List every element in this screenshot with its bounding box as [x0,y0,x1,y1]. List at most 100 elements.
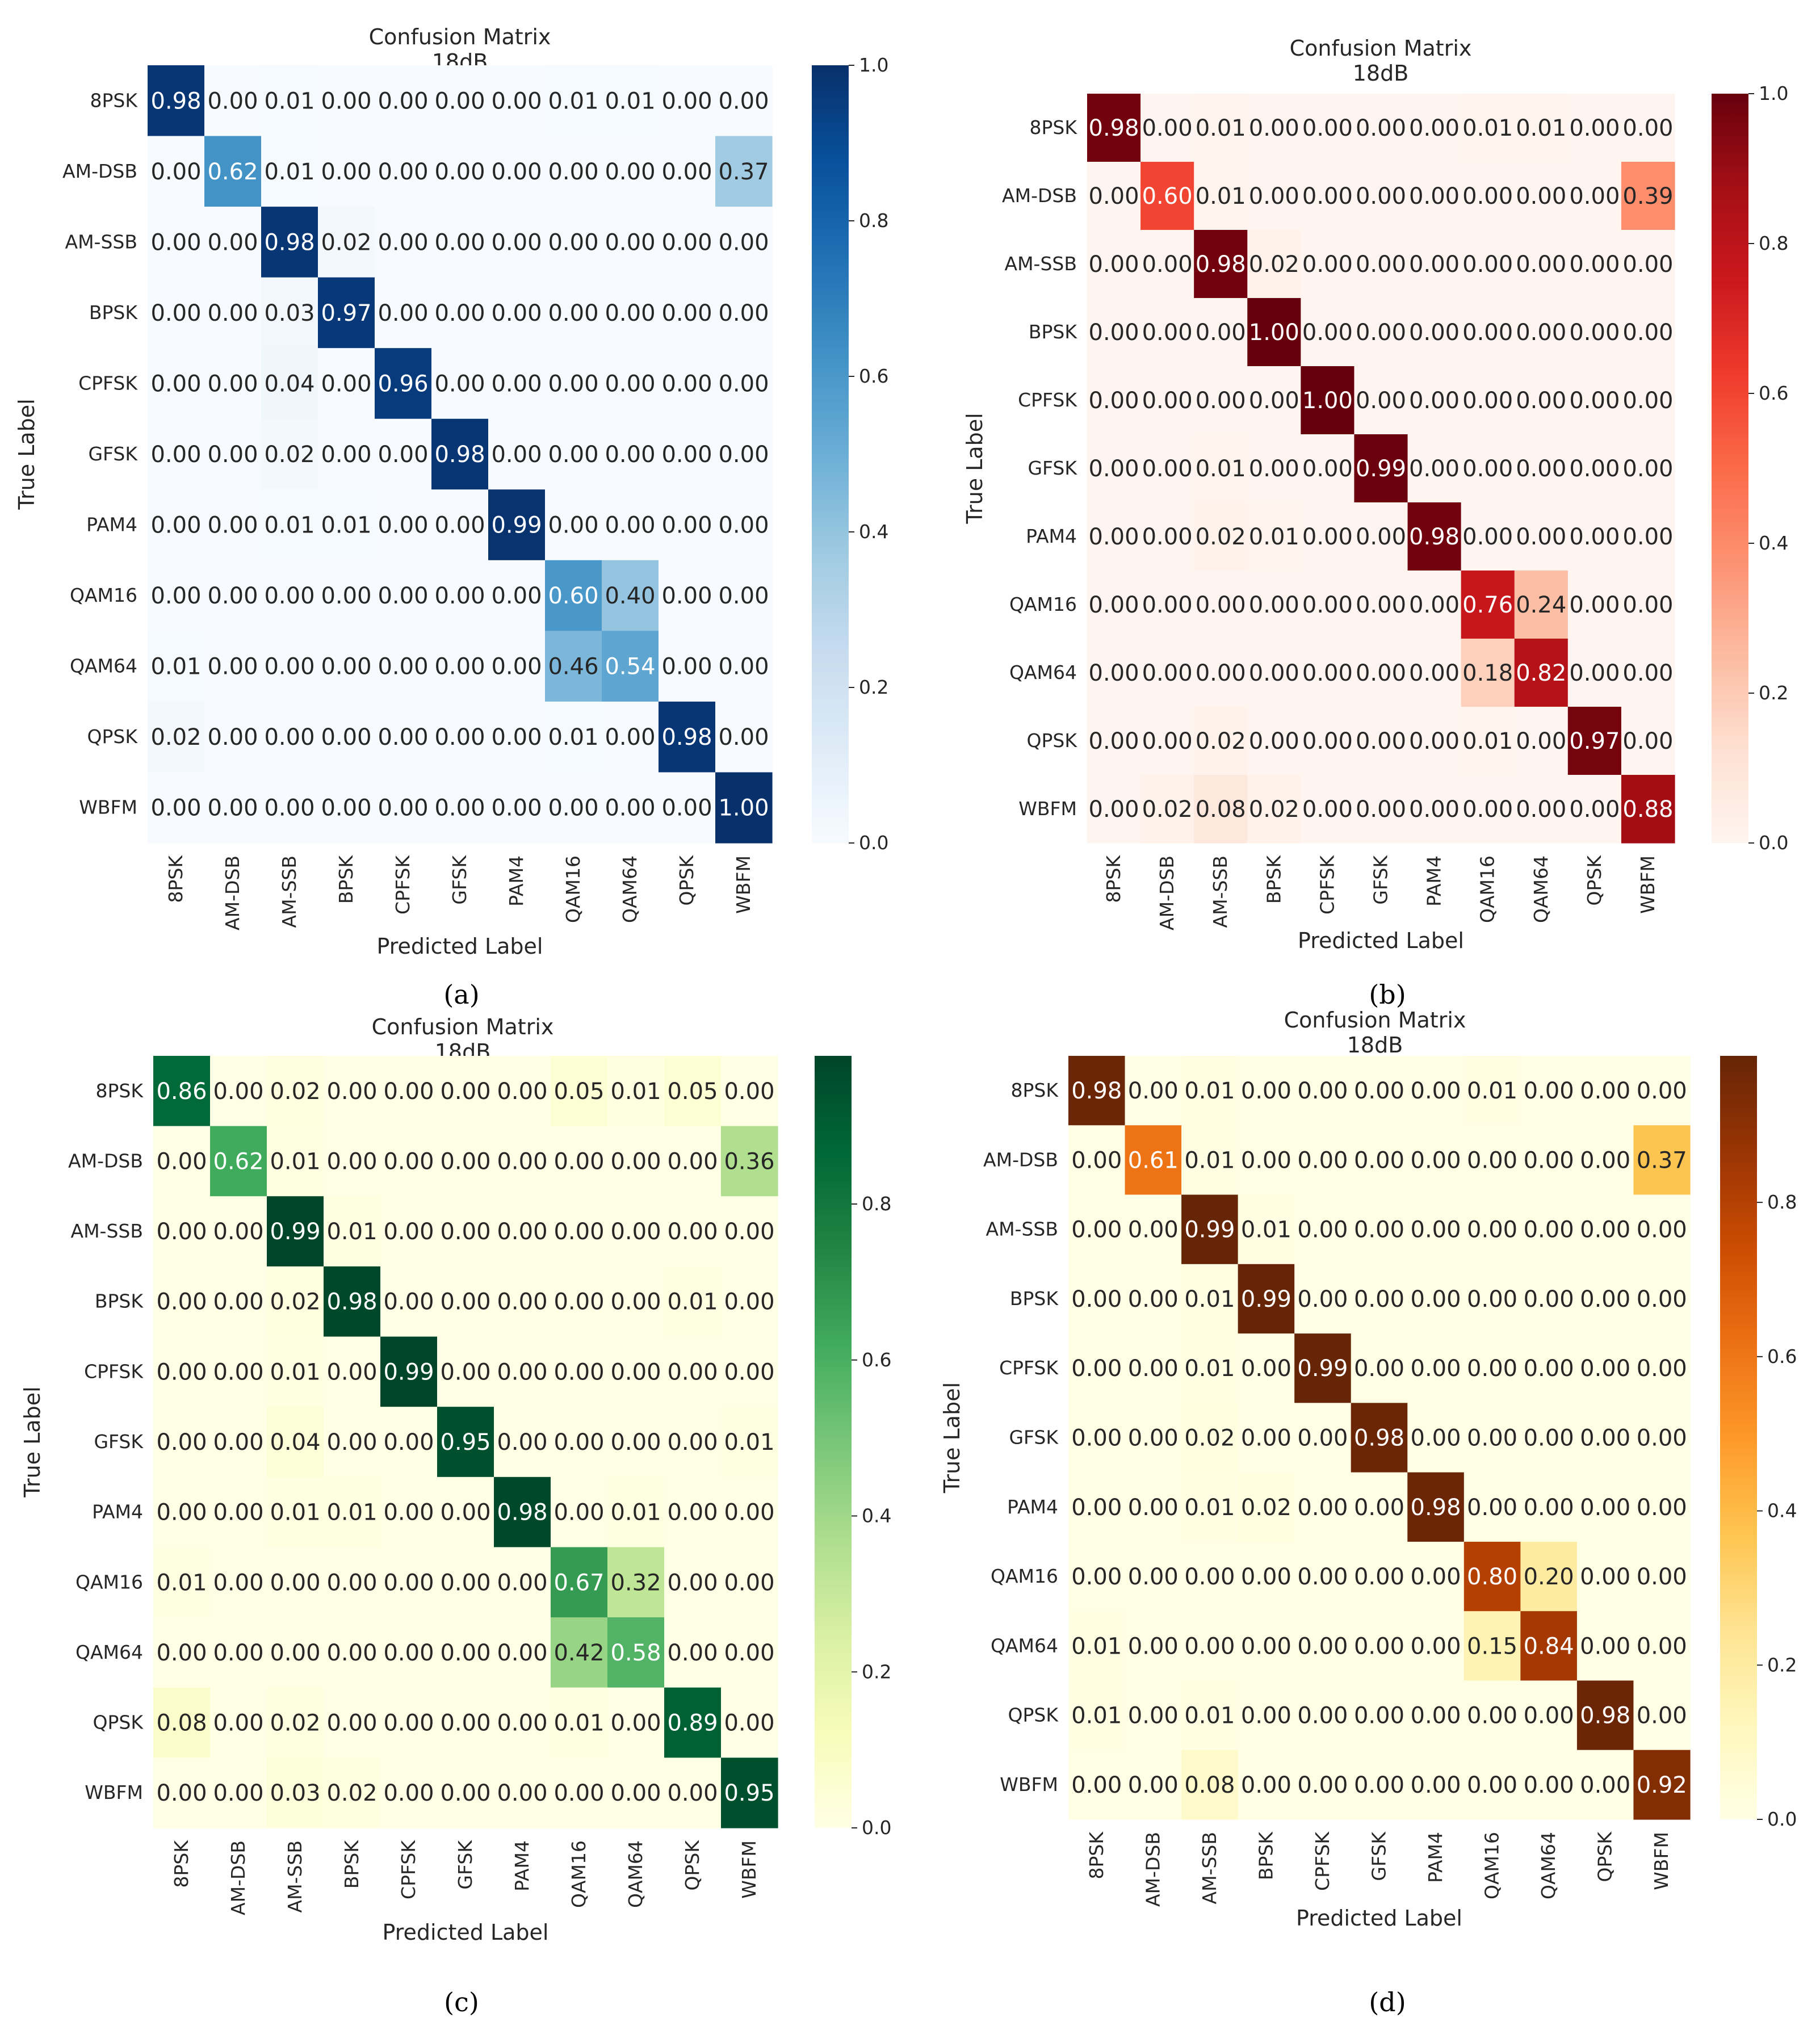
heatmap-cell [380,1056,438,1127]
cell-value-label: 0.00 [1622,388,1673,414]
heatmap-cell [1407,434,1462,503]
heatmap-cell [1461,502,1515,571]
cell-value-label: 0.00 [1580,1633,1630,1659]
heatmap-cell [1463,1264,1521,1334]
cell-value-label: 0.00 [207,654,258,680]
heatmap-cell [204,136,262,207]
heatmap-cell [1247,366,1301,435]
cell-value-label: 0.00 [1142,388,1193,414]
cell-value-label: 0.00 [440,1780,490,1806]
heatmap-cell [210,1336,267,1407]
heatmap-cell [431,207,489,278]
heatmap-cell [318,560,375,631]
heatmap-cell [1087,639,1141,707]
cell-value-label: 0.00 [610,1429,661,1455]
cell-value-label: 0.00 [213,1079,263,1105]
heatmap-cell [1351,1541,1408,1612]
heatmap-cell [664,1687,722,1758]
heatmap-cell [324,1266,381,1337]
heatmap-cell [1633,1194,1691,1265]
cell-value-label: 0.00 [1622,251,1673,278]
heatmap-cell [1194,775,1248,844]
cell-value-label: 0.00 [1524,1772,1574,1798]
cell-value-label: 0.00 [661,513,712,539]
cell-value-label: 0.00 [1462,183,1513,209]
heatmap-cell [1567,366,1622,435]
y-tick-label: AM-SSB [71,1220,144,1242]
heatmap-cell [664,1757,722,1828]
heatmap-cell [1068,1472,1126,1542]
cell-value-label: 0.00 [1089,660,1139,686]
heatmap-cell [1068,1403,1126,1473]
cell-value-label: 0.00 [1241,1772,1291,1798]
cell-value-label: 0.00 [1580,1286,1630,1312]
heatmap-cell [148,207,205,278]
heatmap-cell [1407,1750,1465,1820]
x-tick-label: CPFSK [1311,1831,1333,1891]
cell-value-label: 0.00 [1637,1495,1687,1521]
heatmap-cell [1463,1194,1521,1265]
heatmap-cell [1461,366,1515,435]
heatmap-cell [1463,1611,1521,1681]
heatmap-cell [607,1407,665,1478]
cell-value-label: 0.00 [1128,1356,1179,1382]
cell-value-label: 0.00 [434,583,485,609]
heatmap-cell [204,560,262,631]
cell-value-label: 0.00 [440,1640,490,1666]
heatmap-cell [494,1126,551,1197]
heatmap-cell [607,1336,665,1407]
heatmap-cell [204,418,262,490]
cell-value-label: 0.98 [264,229,314,255]
heatmap-cell [721,1266,778,1337]
cell-value-label: 0.00 [326,1148,377,1175]
heatmap-cell [1514,162,1569,230]
heatmap-cell [1567,162,1622,230]
heatmap-cell [318,277,375,349]
colorbar-tick-label: 1.0 [1759,82,1788,104]
cell-value-label: 0.00 [1462,388,1513,414]
heatmap-cell [267,1476,324,1548]
cell-value-label: 0.01 [1196,115,1246,141]
x-tick-label: WBFM [1650,1832,1672,1890]
heatmap-cell [602,701,659,773]
cell-value-label: 0.00 [718,229,769,255]
heatmap-cell [1351,1333,1408,1403]
cell-value-label: 0.00 [378,513,428,539]
cell-value-label: 0.00 [264,724,314,750]
heatmap-cell [1140,230,1194,299]
heatmap-cell [324,1547,381,1618]
heatmap-cell [318,772,375,844]
chart-title-line: Confusion Matrix [1284,1008,1466,1033]
heatmap-cell [148,560,205,631]
y-tick-label: PAM4 [86,514,137,536]
cell-value-label: 0.08 [156,1710,207,1736]
heatmap-cell [1354,162,1408,230]
heatmap-cell [1194,230,1248,299]
cell-value-label: 0.00 [156,1500,207,1526]
cell-value-label: 0.00 [1128,1564,1179,1590]
cell-value-label: 0.00 [1516,251,1566,278]
cell-value-label: 0.00 [1524,1078,1574,1104]
cell-value-label: 0.76 [1462,592,1513,618]
cell-value-label: 0.00 [1516,388,1566,414]
cell-value-label: 0.00 [150,583,201,609]
x-tick-label: QPSK [681,1840,703,1891]
heatmap-cell [1567,707,1622,775]
heatmap-cell [437,1617,494,1688]
cell-value-label: 0.02 [1241,1495,1291,1521]
cell-value-label: 0.05 [553,1079,604,1105]
cell-value-label: 0.00 [1249,183,1299,209]
heatmap-cell [607,1757,665,1828]
cell-value-label: 0.00 [553,1289,604,1315]
cell-value-label: 0.00 [718,513,769,539]
cell-value-label: 0.00 [724,1219,774,1245]
heatmap-cell [261,348,318,420]
cell-value-label: 0.00 [1356,388,1406,414]
heatmap-cell [261,489,318,561]
cell-value-label: 0.00 [1580,1495,1630,1521]
heatmap-cell [1294,1264,1352,1334]
cell-value-label: 0.00 [667,1780,718,1806]
x-tick-label: QPSK [1583,855,1605,906]
heatmap-cell [602,418,659,490]
heatmap-cell [148,136,205,207]
